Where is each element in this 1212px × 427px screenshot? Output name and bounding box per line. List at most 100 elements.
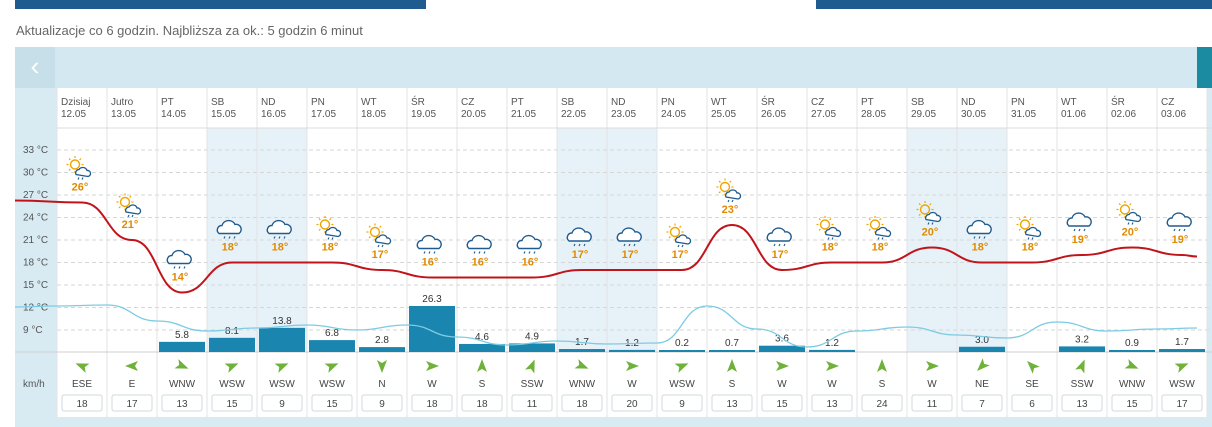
temp-label: 16° [472, 257, 489, 269]
wind-direction: W [927, 379, 937, 390]
wind-arrow-icon [324, 363, 339, 373]
wind-speed-box [1111, 394, 1153, 412]
wind-arrow-icon [1174, 363, 1189, 373]
precip-bar [809, 349, 855, 352]
day-date: 26.05 [761, 109, 786, 120]
wind-direction: WSW [269, 379, 295, 390]
wind-arrow-icon [776, 361, 789, 371]
wind-direction: S [479, 379, 486, 390]
wind-speed-box [261, 394, 303, 412]
temp-axis-tick: 9 °C [23, 325, 43, 336]
chevron-left-icon[interactable]: ‹ [15, 47, 55, 88]
wind-speed-box [1011, 394, 1053, 412]
precip-bar [659, 350, 705, 352]
wind-speed-box [911, 394, 953, 412]
temp-axis-tick: 18 °C [23, 258, 48, 269]
wind-arrow-icon [926, 361, 939, 371]
wind-arrow-icon [1075, 359, 1085, 374]
chart-top-band [15, 47, 1212, 88]
day-date: 02.06 [1111, 109, 1136, 120]
temp-label: 17° [372, 249, 389, 261]
precip-bar [309, 340, 355, 352]
day-date: 14.05 [161, 109, 186, 120]
wind-arrow-icon [674, 363, 689, 373]
day-name: ND [611, 97, 625, 108]
wind-speed: 13 [826, 399, 838, 410]
day-name: CZ [811, 97, 824, 108]
temp-axis-tick: 15 °C [23, 280, 48, 291]
wind-direction: NE [975, 379, 989, 390]
sun-cloud-rain-icon [66, 156, 92, 180]
precip-bar [1059, 346, 1105, 352]
day-name: PN [661, 97, 675, 108]
wind-speed-box [61, 394, 103, 412]
wind-speed-box [811, 394, 853, 412]
cloud-rain-icon [466, 234, 492, 254]
wind-speed-box [511, 394, 553, 412]
wind-direction: S [879, 379, 886, 390]
day-name: ŚR [411, 95, 425, 108]
wind-direction: WSW [319, 379, 345, 390]
precip-bar [559, 349, 605, 352]
day-name: ŚR [1111, 95, 1125, 108]
precip-bar [1109, 350, 1155, 352]
temp-label: 20° [1122, 227, 1139, 239]
sun-cloud-rain-icon [916, 201, 942, 225]
wind-speed: 7 [979, 399, 985, 410]
day-date: 18.05 [361, 109, 386, 120]
update-info-text: Aktualizacje co 6 godzin. Najbliższa za … [16, 23, 363, 38]
precip-label: 6.8 [325, 328, 339, 339]
temp-label: 16° [522, 257, 539, 269]
day-date: 31.05 [1011, 109, 1036, 120]
day-name: PT [161, 97, 174, 108]
chevron-right-icon[interactable] [1197, 47, 1212, 88]
precip-bar [459, 343, 505, 352]
day-date: 03.06 [1161, 109, 1186, 120]
temp-label: 18° [972, 242, 989, 254]
day-name: PT [511, 97, 524, 108]
wind-direction: W [427, 379, 437, 390]
precip-bar [709, 350, 755, 352]
day-name: WT [1061, 97, 1077, 108]
temp-label: 18° [322, 242, 339, 254]
top-nav-bar-right[interactable] [816, 0, 1212, 9]
wind-arrow-icon [75, 363, 90, 373]
precip-bar [409, 305, 455, 352]
temp-label: 17° [772, 249, 789, 261]
wind-direction: SE [1025, 379, 1039, 390]
day-date: 01.06 [1061, 109, 1086, 120]
wind-speed: 9 [279, 399, 285, 410]
wind-arrow-icon [977, 358, 990, 371]
wind-speed: 18 [426, 399, 438, 410]
cloud-rain-icon [1166, 212, 1192, 232]
wind-direction: WSW [669, 379, 695, 390]
wind-arrow-icon [377, 360, 387, 373]
day-name: SB [561, 97, 575, 108]
wind-direction: W [777, 379, 787, 390]
wind-direction: S [729, 379, 736, 390]
precip-label: 4.6 [475, 332, 489, 343]
day-name: SB [911, 97, 925, 108]
wind-speed-box [211, 394, 253, 412]
cloud-rain-icon [616, 227, 642, 247]
precip-bar [159, 341, 205, 352]
day-date: 13.05 [111, 109, 136, 120]
cloud-rain-icon [166, 249, 192, 269]
cloud-rain-icon [216, 219, 242, 239]
wind-speed: 9 [379, 399, 385, 410]
day-date: 17.05 [311, 109, 336, 120]
precip-label: 0.9 [1125, 338, 1139, 349]
precip-label: 0.2 [675, 338, 689, 349]
cloud-rain-icon [1066, 212, 1092, 232]
temp-label: 17° [622, 249, 639, 261]
wind-speed-box [461, 394, 503, 412]
wind-speed-box [311, 394, 353, 412]
day-name: PT [861, 97, 874, 108]
temp-label: 26° [72, 182, 89, 194]
temp-label: 23° [722, 204, 739, 216]
top-nav-bar-left[interactable] [15, 0, 426, 9]
temp-label: 17° [672, 249, 689, 261]
temp-label: 19° [1072, 234, 1089, 246]
wind-speed: 18 [476, 399, 488, 410]
day-date: 20.05 [461, 109, 486, 120]
